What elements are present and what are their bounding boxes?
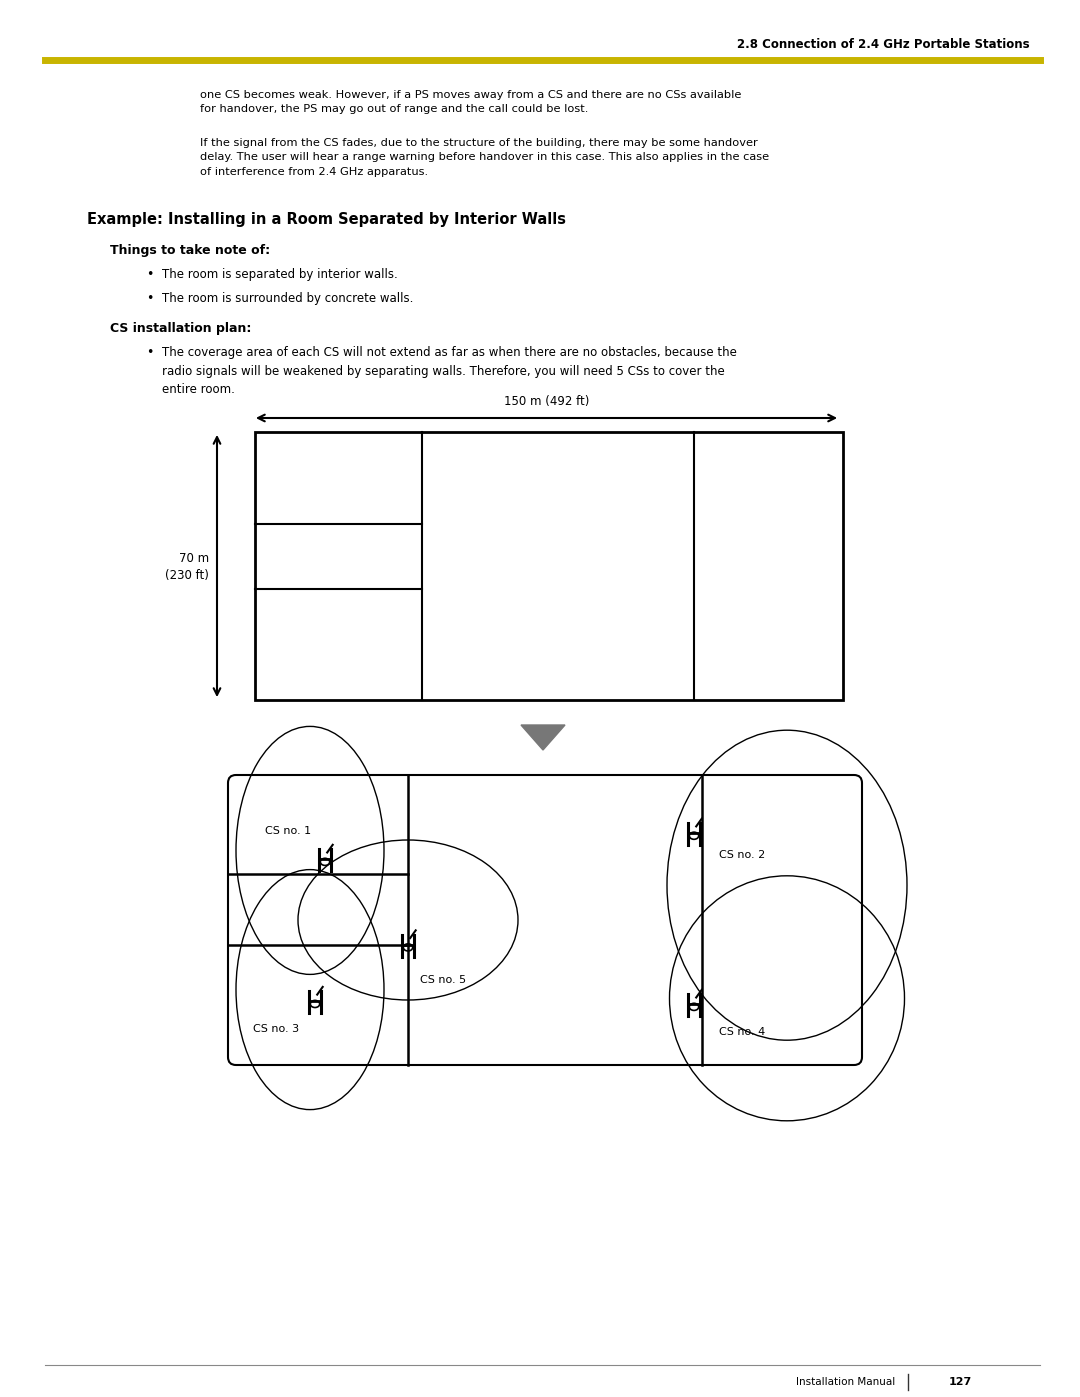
Text: one CS becomes weak. However, if a PS moves away from a CS and there are no CSs : one CS becomes weak. However, if a PS mo… [200,89,741,115]
Text: •: • [146,346,153,359]
Text: 127: 127 [948,1377,972,1387]
Ellipse shape [321,858,329,865]
Text: CS no. 2: CS no. 2 [719,849,766,861]
Text: 150 m (492 ft): 150 m (492 ft) [504,395,590,408]
Ellipse shape [689,1003,699,1010]
Text: The room is surrounded by concrete walls.: The room is surrounded by concrete walls… [162,292,414,305]
Text: Example: Installing in a Room Separated by Interior Walls: Example: Installing in a Room Separated … [87,212,566,226]
Text: (230 ft): (230 ft) [165,570,210,583]
Text: •: • [146,292,153,305]
Text: •: • [146,268,153,281]
Text: Installation Manual: Installation Manual [796,1377,895,1387]
Ellipse shape [689,833,699,840]
Text: The room is separated by interior walls.: The room is separated by interior walls. [162,268,397,281]
Text: CS no. 1: CS no. 1 [265,826,311,835]
Text: CS no. 5: CS no. 5 [420,975,467,985]
Ellipse shape [310,1000,320,1007]
Text: Things to take note of:: Things to take note of: [110,244,270,257]
Text: If the signal from the CS fades, due to the structure of the building, there may: If the signal from the CS fades, due to … [200,138,769,177]
Bar [255,432,843,700]
Text: 2.8 Connection of 2.4 GHz Portable Stations: 2.8 Connection of 2.4 GHz Portable Stati… [738,39,1030,52]
Text: CS installation plan:: CS installation plan: [110,321,252,335]
Text: CS no. 4: CS no. 4 [719,1027,766,1037]
Text: The coverage area of each CS will not extend as far as when there are no obstacl: The coverage area of each CS will not ex… [162,346,737,395]
Ellipse shape [403,944,413,951]
Text: CS no. 3: CS no. 3 [253,1024,299,1034]
Text: 70 m: 70 m [179,552,210,564]
Polygon shape [521,725,565,750]
